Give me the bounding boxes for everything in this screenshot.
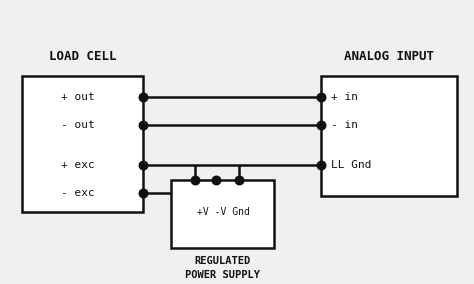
Text: +V -V Gnd: +V -V Gnd — [197, 206, 249, 217]
Point — [191, 178, 199, 183]
Point — [212, 178, 220, 183]
Point — [318, 95, 325, 99]
Point — [139, 95, 147, 99]
Text: - exc: - exc — [61, 188, 95, 198]
Bar — [21, 76, 143, 212]
Text: LL Gnd: LL Gnd — [331, 160, 371, 170]
Point — [139, 191, 147, 196]
Text: LOAD CELL: LOAD CELL — [49, 50, 116, 63]
Text: - in: - in — [331, 120, 358, 130]
Bar — [172, 180, 274, 248]
Text: - out: - out — [61, 120, 95, 130]
Point — [318, 123, 325, 128]
Text: + out: + out — [61, 92, 95, 102]
Text: REGULATED
POWER SUPPLY: REGULATED POWER SUPPLY — [185, 256, 260, 280]
Text: ANALOG INPUT: ANALOG INPUT — [344, 50, 434, 63]
Point — [139, 162, 147, 167]
Point — [139, 123, 147, 128]
Point — [236, 178, 243, 183]
Bar — [321, 76, 457, 196]
Text: + exc: + exc — [61, 160, 95, 170]
Text: + in: + in — [331, 92, 358, 102]
Point — [318, 162, 325, 167]
